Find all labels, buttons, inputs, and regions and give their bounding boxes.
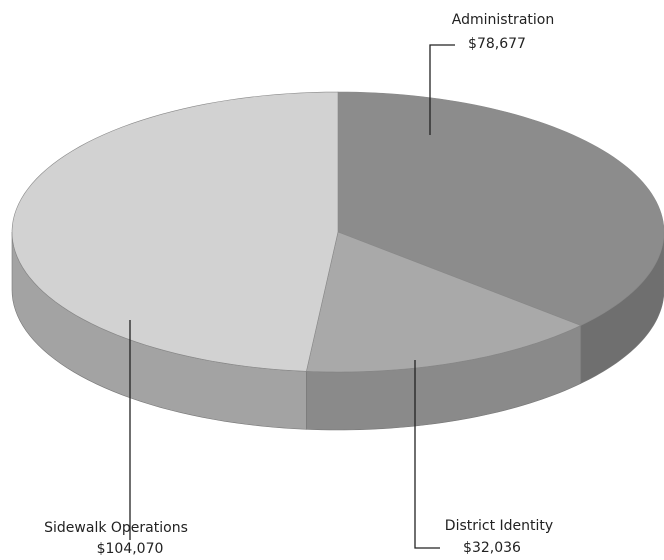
leader-line <box>429 44 455 135</box>
leader-line <box>414 360 440 549</box>
value-label: $104,070 <box>97 541 164 557</box>
slice-label: Sidewalk Operations <box>44 520 188 536</box>
pie <box>11 91 664 431</box>
slice <box>306 231 582 373</box>
slice-label: Administration <box>452 12 554 28</box>
value-label: $32,036 <box>463 540 521 556</box>
slice <box>11 91 339 372</box>
value-label: $78,677 <box>468 36 526 52</box>
slice-label: District Identity <box>445 518 553 534</box>
slice <box>337 91 664 326</box>
